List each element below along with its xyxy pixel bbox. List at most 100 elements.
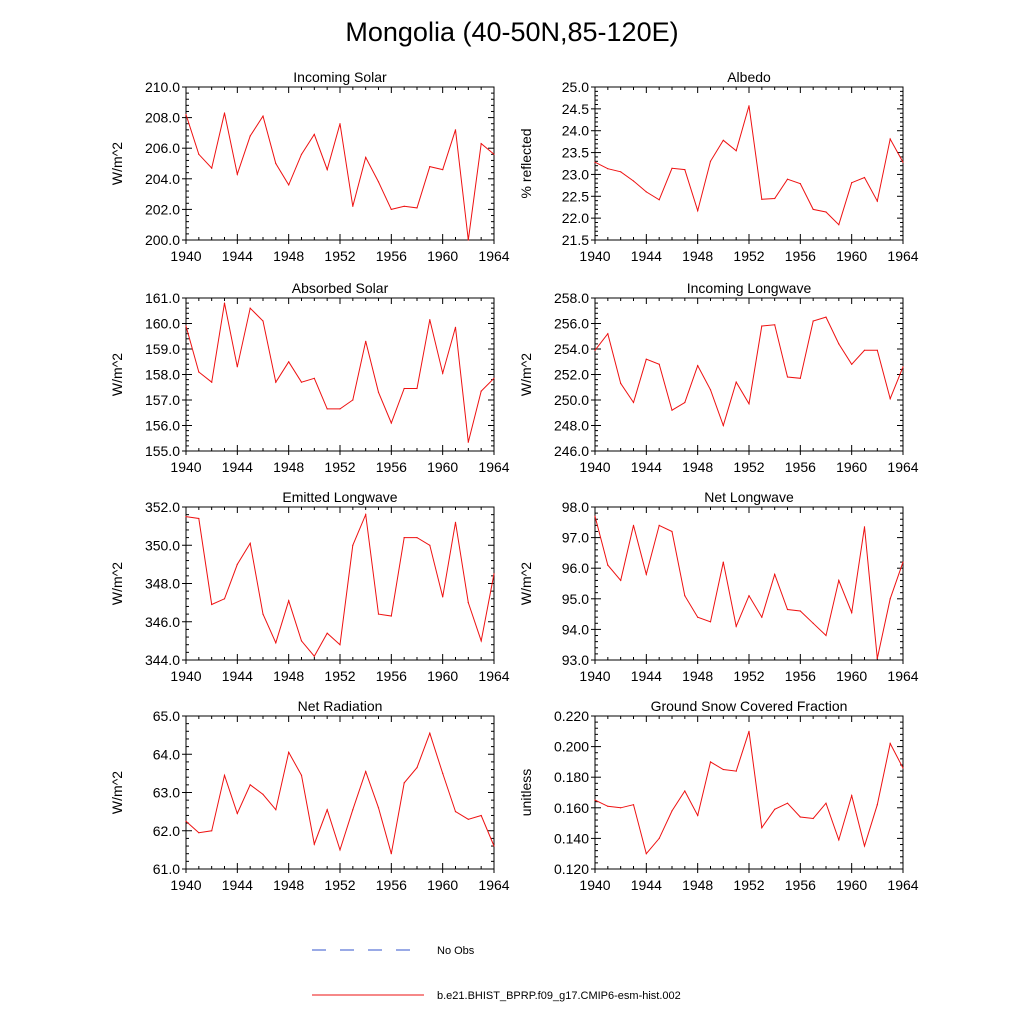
panel-net-longwave: Net Longwave W/m^2 93.0 94.0 95.0 96.0 97.0 98.… — [518, 489, 919, 684]
series-points — [594, 515, 904, 660]
data-point — [493, 377, 495, 379]
data-point — [632, 524, 635, 527]
data-point — [709, 389, 712, 391]
x-tick-label: 1956 — [785, 877, 816, 893]
series-points — [594, 316, 904, 427]
y-tick-label: 22.0 — [562, 210, 589, 226]
data-point — [467, 441, 469, 443]
data-point — [390, 853, 392, 855]
data-point — [493, 153, 495, 155]
series-points — [594, 730, 904, 855]
y-tick-label: 159.0 — [145, 341, 180, 357]
data-point — [645, 573, 647, 575]
data-point — [493, 573, 495, 575]
series-line — [185, 112, 495, 241]
series-line — [594, 105, 904, 226]
y-tick-label: 95.0 — [562, 591, 589, 607]
data-point — [390, 208, 392, 210]
data-point — [607, 333, 609, 335]
y-tick-label: 94.0 — [562, 621, 589, 637]
x-tick-label: 1940 — [579, 877, 610, 893]
plot-frame — [185, 506, 495, 661]
x-tick-label: 1960 — [836, 877, 867, 893]
x-tick-label: 1944 — [222, 248, 253, 264]
data-point — [249, 784, 251, 786]
x-tick-label: 1964 — [887, 459, 918, 475]
data-point — [313, 843, 315, 845]
x-tick-label: 1940 — [579, 668, 610, 684]
data-point — [249, 542, 251, 544]
data-point — [697, 814, 699, 817]
data-point — [326, 169, 328, 171]
data-point — [671, 810, 673, 812]
data-point — [761, 827, 763, 829]
y-tick-label: 96.0 — [562, 560, 589, 576]
x-tick-label: 1948 — [682, 668, 713, 684]
data-point — [198, 517, 200, 520]
data-point — [313, 377, 315, 379]
data-point — [594, 515, 596, 517]
data-point — [339, 849, 341, 851]
y-tick-label: 0.180 — [554, 769, 589, 785]
data-point — [876, 349, 878, 351]
data-point — [889, 138, 891, 140]
data-point — [352, 399, 354, 401]
data-point — [774, 197, 776, 200]
y-tick-label: 62.0 — [153, 823, 180, 839]
data-point — [812, 817, 814, 820]
data-point — [889, 598, 891, 600]
data-point — [786, 376, 789, 378]
data-point — [825, 634, 827, 637]
data-point — [671, 409, 673, 411]
y-tick-label: 256.0 — [554, 316, 589, 332]
plot-frame — [594, 715, 904, 870]
y-tick-label: 21.5 — [562, 232, 589, 248]
x-tick-label: 1960 — [427, 668, 458, 684]
data-point — [223, 774, 226, 776]
x-tick-label: 1964 — [478, 668, 509, 684]
data-point — [812, 208, 814, 210]
data-point — [863, 349, 866, 351]
data-point — [786, 178, 789, 180]
data-point — [211, 381, 213, 383]
x-tick-label: 1944 — [222, 459, 253, 475]
data-point — [365, 340, 367, 342]
data-point — [339, 408, 341, 410]
y-tick-label: 61.0 — [153, 861, 180, 877]
data-point — [377, 181, 380, 183]
plot-frame — [594, 297, 904, 452]
data-point — [377, 807, 380, 809]
data-point — [223, 302, 226, 304]
y-tick-label: 352.0 — [145, 499, 180, 515]
data-point — [365, 514, 367, 516]
data-point — [799, 183, 801, 185]
panel-title: Absorbed Solar — [292, 280, 389, 296]
data-point — [684, 169, 686, 171]
data-point — [748, 730, 750, 732]
data-point — [812, 622, 814, 624]
data-point — [480, 143, 482, 145]
data-point — [632, 401, 635, 404]
data-point — [825, 802, 827, 804]
y-tick-label: 0.140 — [554, 830, 589, 846]
data-point — [851, 363, 853, 365]
y-tick-label: 24.5 — [562, 101, 589, 117]
y-tick-label: 23.0 — [562, 166, 589, 182]
data-point — [607, 564, 609, 566]
panel-title: Emitted Longwave — [282, 489, 397, 505]
data-point — [902, 161, 904, 163]
y-tick-label: 65.0 — [153, 708, 180, 724]
data-point — [300, 640, 303, 642]
data-point — [211, 167, 213, 169]
data-point — [902, 366, 904, 368]
data-point — [594, 799, 596, 801]
data-point — [480, 814, 482, 817]
data-point — [645, 853, 647, 855]
data-point — [416, 207, 418, 209]
x-tick-label: 1940 — [170, 459, 201, 475]
data-point — [275, 162, 277, 165]
x-tick-label: 1960 — [836, 668, 867, 684]
series-line — [185, 303, 495, 443]
x-tick-label: 1960 — [836, 248, 867, 264]
